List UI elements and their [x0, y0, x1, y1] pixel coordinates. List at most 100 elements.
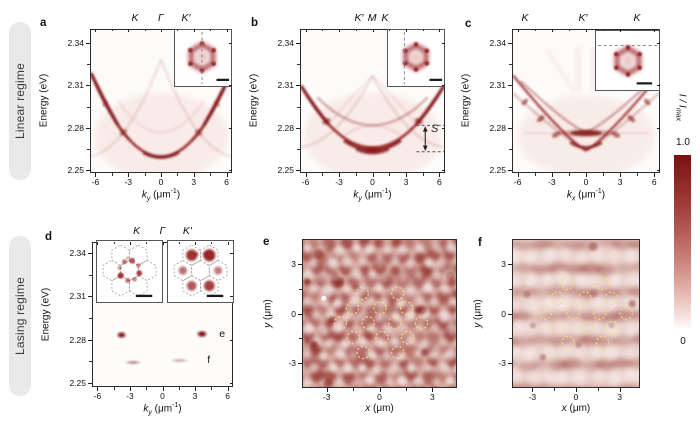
- ytick-mark-in-d-0: [230, 382, 233, 384]
- xtick-label-a-4: 6: [224, 177, 229, 187]
- xtick-minor-b-1: [355, 173, 357, 176]
- xtick-mark-top-b-3: [405, 29, 407, 32]
- ytick-label-e-2: -3: [288, 358, 296, 369]
- xtick-label-c-3: 3: [617, 177, 623, 187]
- figure-annotation: (μm: [150, 189, 171, 201]
- xtick-minor-c-3: [637, 173, 639, 176]
- xtick-mark-a-1: [128, 173, 130, 177]
- ytick-minor-f-1: [509, 288, 512, 290]
- ytick-label-f-0: 3: [501, 258, 506, 269]
- ytick-mark-a-3: [86, 43, 90, 45]
- xtick-mark-top-d-1: [129, 242, 131, 245]
- ytick-mark-in-b-3: [442, 43, 445, 45]
- xtick-minor-top-c-2: [603, 29, 605, 31]
- xtick-mark-top-c-1: [551, 29, 553, 32]
- xtick-label-e-1: 0: [377, 392, 382, 402]
- xtick-minor-top-d-1: [146, 242, 148, 244]
- panel-c-xlabel: kx (μm-1): [566, 188, 606, 203]
- ytick-label-d-0: 2.25: [69, 377, 86, 388]
- ytick-mark-in-c-0: [657, 170, 660, 172]
- scale-bar: [429, 78, 443, 81]
- figure-annotation: (μm: [151, 403, 173, 415]
- symmetry-point-label-a-2: K′: [181, 12, 191, 24]
- xtick-mark-e-1: [379, 388, 381, 392]
- ytick-mark-c-1: [508, 127, 512, 129]
- xtick-label-e-2: 3: [429, 392, 435, 402]
- regime-label-linear: Linear regime: [13, 63, 27, 139]
- panel-f-ylabel: y (μm): [473, 273, 484, 353]
- colorbar-quantity-label: I / Imax: [674, 93, 688, 122]
- figure-annotation: ): [601, 189, 606, 201]
- ytick-label-f-1: 0: [501, 308, 506, 319]
- ytick-label-e-1: 0: [291, 308, 296, 319]
- ytick-minor-c-1: [509, 106, 512, 108]
- xtick-mark-b-2: [372, 173, 374, 177]
- panel-b-dispersion-heatmap: [300, 29, 445, 173]
- regime-pill-linear: Linear regime: [9, 22, 31, 180]
- ytick-label-b-2: 2.31: [277, 80, 294, 91]
- xtick-mark-d-3: [195, 387, 197, 391]
- symmetry-point-label-c-2: K: [633, 12, 641, 24]
- xtick-minor-a-2: [177, 173, 179, 176]
- figure-annotation: x: [561, 403, 567, 414]
- xtick-label-d-3: 3: [192, 391, 198, 401]
- xtick-minor-d-0: [113, 387, 115, 390]
- panel-f-emission-texture: [513, 240, 639, 387]
- inset-b-content: [402, 31, 443, 85]
- scale-bar: [206, 294, 224, 298]
- xtick-minor-a-3: [210, 173, 212, 176]
- xtick-minor-top-c-0: [534, 29, 536, 31]
- xtick-minor-f-0: [554, 388, 556, 391]
- ytick-label-a-3: 2.34: [67, 38, 84, 49]
- xtick-mark-top-d-2: [162, 242, 164, 245]
- xtick-minor-top-d-2: [178, 242, 180, 244]
- figure-annotation: ): [178, 403, 182, 415]
- xtick-minor-e-1: [405, 388, 407, 391]
- xtick-minor-top-a-1: [144, 29, 146, 31]
- xtick-minor-top-b-0: [322, 29, 324, 31]
- xtick-label-b-4: 6: [437, 177, 442, 187]
- xtick-mark-b-3: [405, 173, 407, 177]
- panel-c-ylabel: Energy (eV): [460, 73, 472, 128]
- panel-d-ylabel: Energy (eV): [40, 287, 52, 341]
- xtick-mark-top-d-4: [227, 242, 229, 245]
- regime-label-lasing: Lasing regime: [13, 277, 27, 355]
- panel-e-realspace-map: [302, 239, 457, 388]
- xtick-mark-c-4: [654, 173, 656, 177]
- symmetry-point-label-c-1: K′: [578, 12, 588, 24]
- ytick-label-d-2: 2.31: [69, 291, 86, 302]
- ytick-minor-b-1: [297, 106, 300, 108]
- figure-annotation: (μm): [566, 403, 591, 414]
- symmetry-point-label-b-1: M: [367, 12, 377, 24]
- xtick-mark-top-b-0: [305, 29, 307, 32]
- regime-pill-lasing: Lasing regime: [9, 236, 31, 396]
- ytick-minor-a-1: [87, 106, 90, 108]
- lasing-spot-e-1: [195, 329, 208, 338]
- xtick-label-d-2: 0: [160, 391, 165, 401]
- xtick-minor-c-2: [603, 173, 605, 176]
- panel-b-bands: [301, 75, 444, 172]
- xtick-mark-top-a-1: [128, 29, 130, 32]
- xtick-mark-f-1: [576, 388, 577, 392]
- panel-b-xlabel: ky (μm-1): [353, 188, 392, 203]
- symmetry-point-label-d-0: K: [133, 225, 141, 237]
- panel-d-letter: d: [45, 231, 53, 243]
- colorbar-gradient: [674, 155, 691, 330]
- ytick-mark-in-a-1: [229, 127, 232, 129]
- xtick-mark-top-a-3: [193, 29, 195, 32]
- xtick-minor-b-2: [389, 173, 391, 176]
- symmetry-point-label-c-0: K: [521, 12, 529, 24]
- xtick-label-d-1: -3: [126, 391, 134, 401]
- xtick-label-f-2: 3: [617, 392, 622, 402]
- xtick-mark-top-c-2: [586, 29, 587, 32]
- panel-e-xlabel: x (μm): [365, 403, 394, 414]
- ytick-mark-a-2: [86, 85, 90, 87]
- ytick-label-c-2: 2.31: [489, 80, 506, 91]
- scale-bar: [216, 78, 230, 81]
- ytick-mark-in-d-2: [230, 296, 233, 298]
- xtick-mark-e-2: [432, 388, 434, 392]
- panel-c-letter: c: [465, 18, 472, 30]
- ytick-mark-in-b-1: [442, 127, 445, 129]
- ytick-mark-c-3: [508, 43, 512, 45]
- xtick-minor-c-1: [568, 173, 570, 176]
